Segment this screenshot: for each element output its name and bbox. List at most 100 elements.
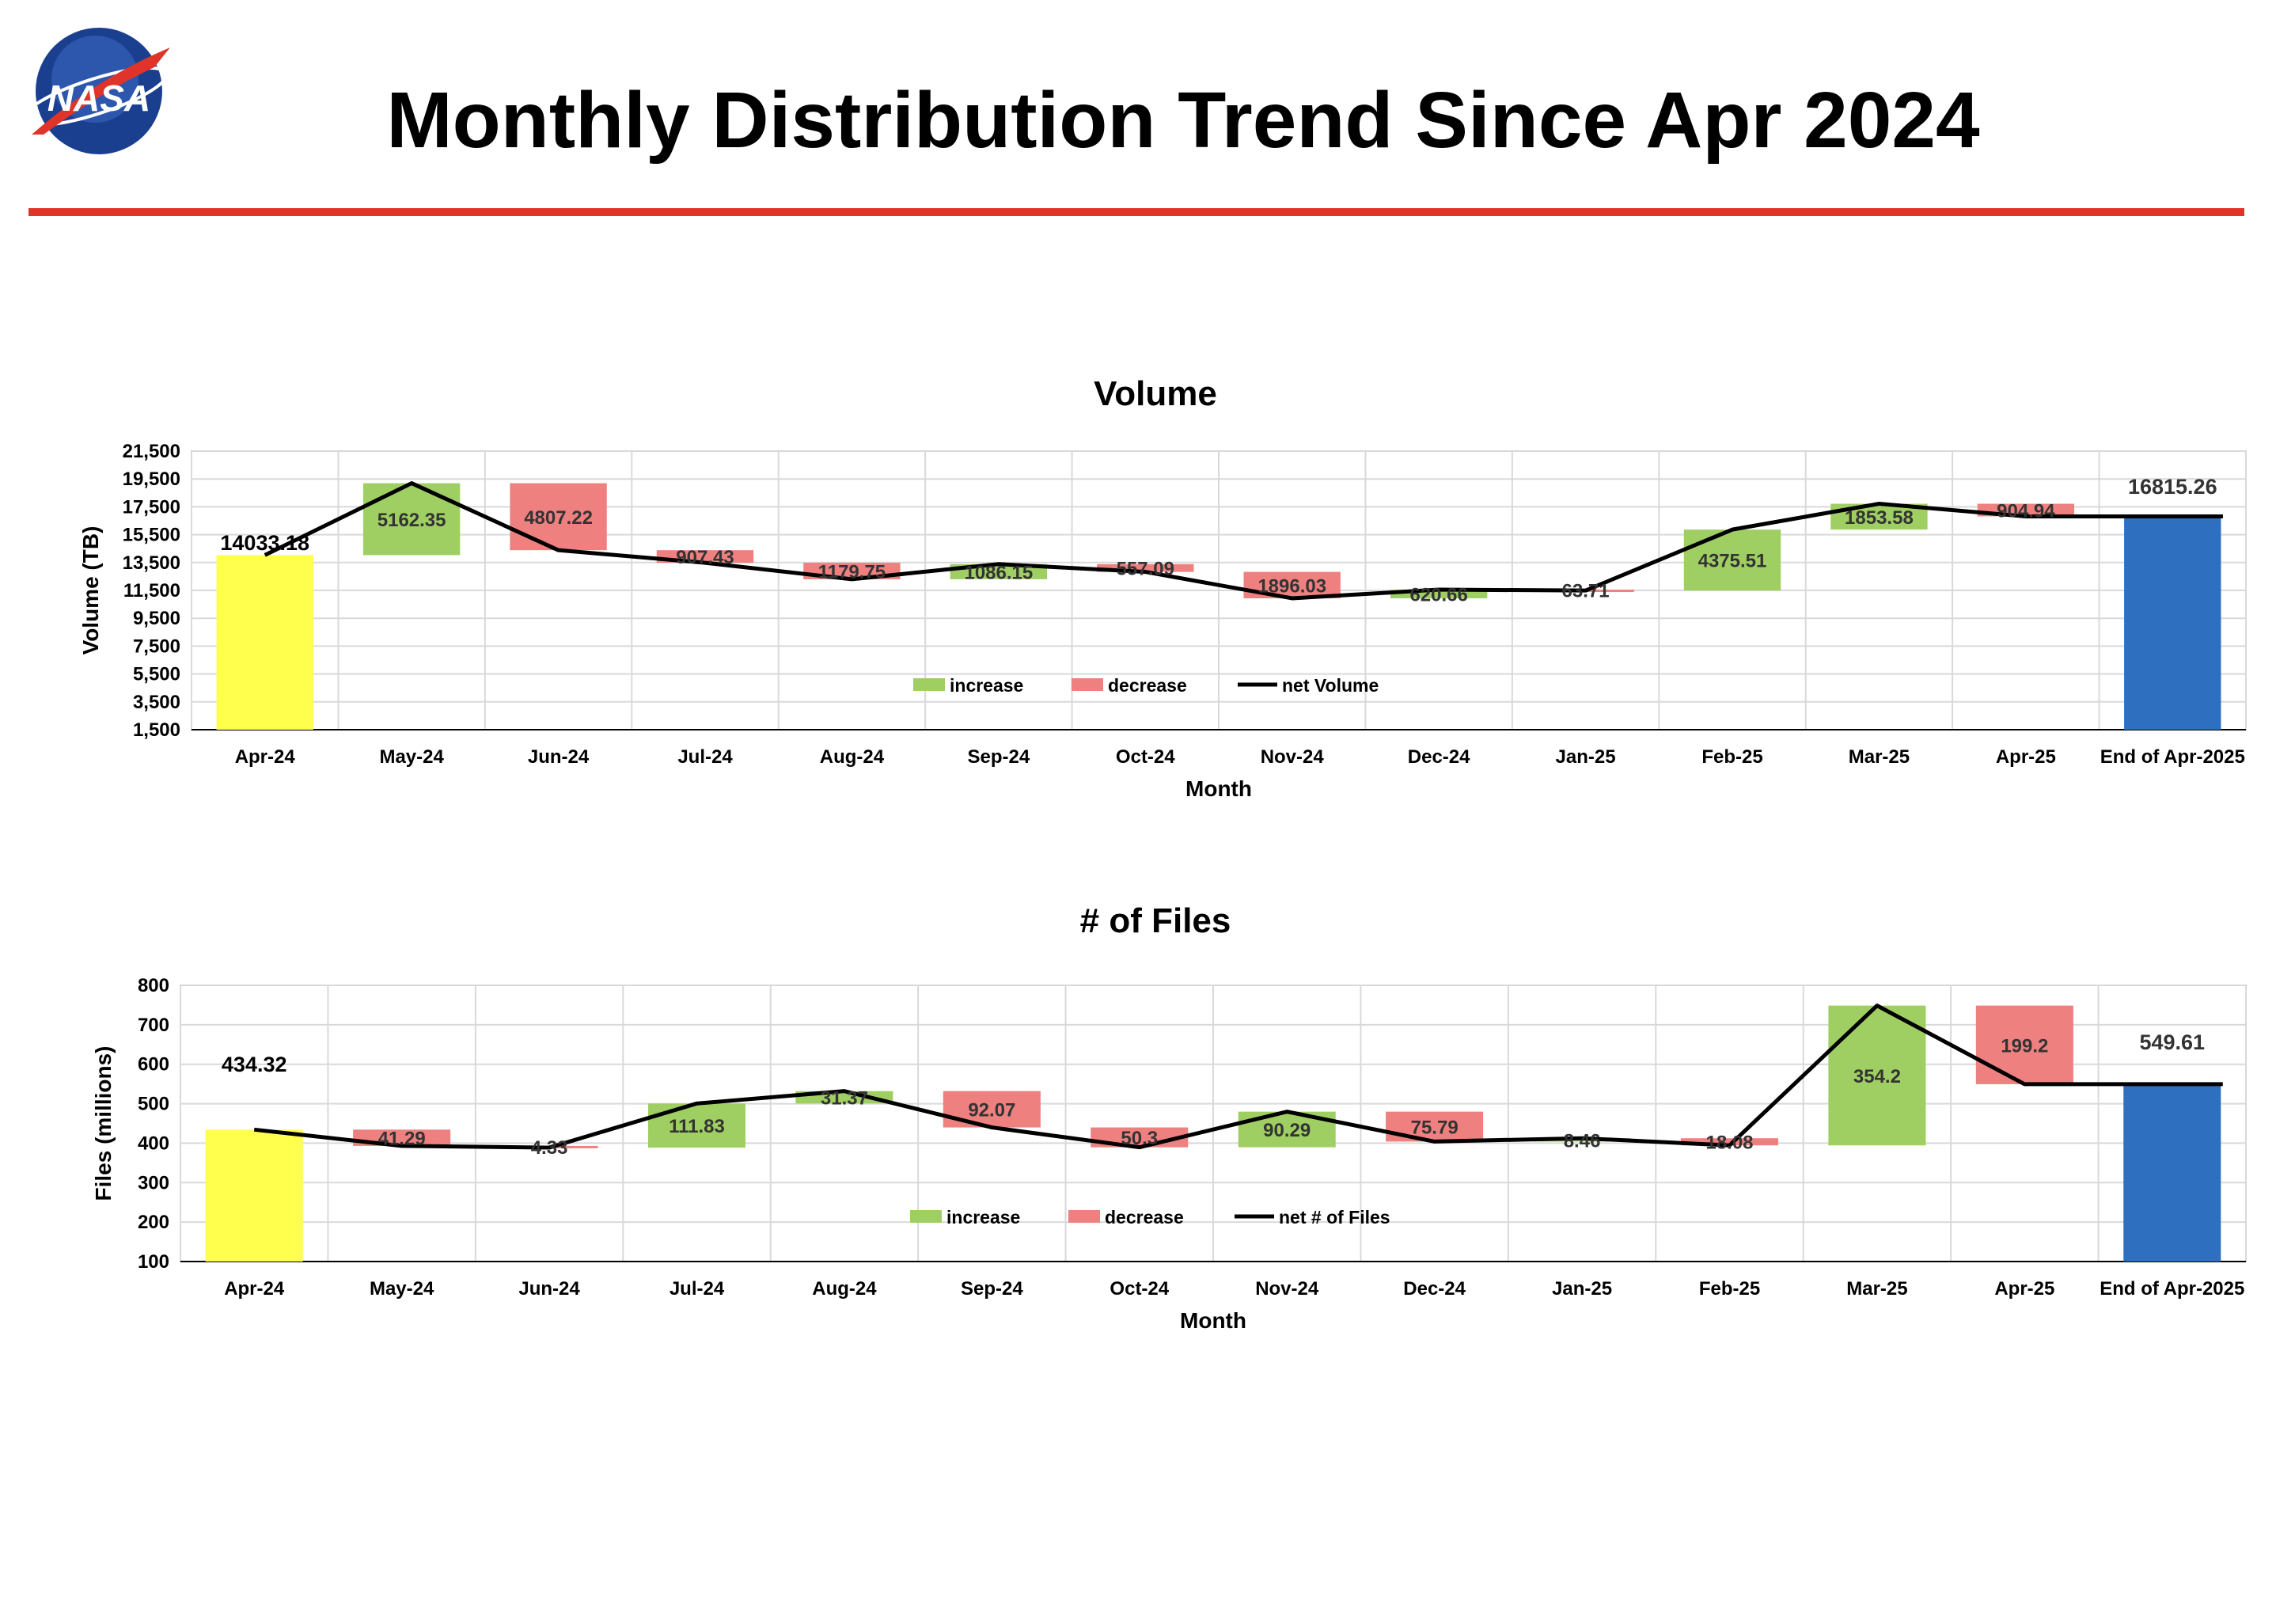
x-tick-label: Sep-24: [961, 1278, 1023, 1300]
data-label: 4375.51: [1698, 551, 1767, 572]
y-tick-label: 5,500: [133, 664, 180, 685]
x-axis-label: Month: [1180, 1308, 1246, 1333]
increase-bar: [1390, 590, 1488, 598]
data-label: 50.3: [1121, 1128, 1158, 1149]
data-label: 14033.18: [220, 531, 309, 555]
x-tick-label: Feb-25: [1701, 746, 1762, 768]
legend-increase-swatch: [913, 678, 945, 691]
data-label: 620.66: [1409, 584, 1467, 605]
y-tick-label: 13,500: [123, 552, 180, 574]
y-tick-label: 11,500: [123, 580, 180, 601]
data-label: 111.83: [669, 1116, 725, 1137]
x-tick-label: End of Apr-2025: [2100, 1278, 2244, 1300]
x-tick-label: Mar-25: [1849, 746, 1910, 768]
y-tick-label: 19,500: [123, 469, 180, 490]
net-line: [264, 481, 2223, 601]
decrease-bar: [1975, 1005, 2073, 1084]
y-tick-label: 7,500: [133, 636, 180, 657]
data-label: 4807.22: [524, 507, 593, 529]
volume-waterfall-chart: Volume 1,500 3,500 5,500 7,500 9,500 11,500 13,…: [78, 374, 2247, 801]
increase-bar: [362, 483, 461, 556]
y-axis-label: Volume (TB): [78, 526, 103, 655]
title-divider: [28, 208, 2244, 216]
decrease-bar: [1680, 1138, 1779, 1146]
y-tick-label: 1,500: [133, 719, 180, 741]
decrease-bar: [510, 483, 607, 551]
legend-label: increase: [946, 1207, 1020, 1227]
legend-decrease-swatch: [1068, 1210, 1100, 1223]
data-label: 8.46: [1564, 1130, 1601, 1152]
x-tick-label: Sep-24: [968, 746, 1030, 768]
legend-label: net Volume: [1282, 675, 1379, 696]
x-tick-label: Apr-24: [224, 1278, 285, 1300]
decrease-bar: [1097, 563, 1194, 572]
data-label: 4.33: [531, 1137, 568, 1159]
legend-label: net # of Files: [1279, 1207, 1390, 1227]
x-tick-label: Jul-24: [670, 1278, 725, 1300]
data-label: 5162.35: [377, 510, 446, 531]
legend: increase decrease net # of Files: [910, 1207, 1390, 1227]
y-tick-label: 17,500: [123, 496, 180, 518]
legend-decrease-swatch: [1072, 678, 1103, 691]
y-tick-label: 200: [138, 1212, 169, 1233]
x-tick-label: May-24: [379, 746, 444, 768]
data-label: 75.79: [1411, 1117, 1459, 1139]
data-label: 557.09: [1117, 559, 1174, 580]
page-title: Monthly Distribution Trend Since Apr 202…: [386, 76, 1980, 165]
data-label: 434.32: [222, 1053, 287, 1076]
data-label: 41.29: [378, 1129, 426, 1150]
x-tick-label: Dec-24: [1408, 746, 1470, 768]
start-bar: [216, 555, 313, 730]
x-tick-label: Feb-25: [1699, 1278, 1760, 1300]
x-tick-label: Nov-24: [1255, 1278, 1319, 1300]
x-tick-label: May-24: [370, 1278, 434, 1300]
increase-bar: [647, 1103, 746, 1148]
x-tick-label: Jan-25: [1556, 746, 1616, 768]
y-tick-label: 400: [138, 1133, 169, 1154]
y-tick-label: 9,500: [133, 608, 180, 629]
x-tick-label: Oct-24: [1110, 1278, 1169, 1300]
x-tick-label: Aug-24: [820, 746, 885, 768]
y-axis-label: Files (millions): [91, 1045, 116, 1201]
x-tick-label: Apr-25: [1994, 1278, 2054, 1300]
data-label: 1179.75: [818, 562, 886, 583]
nasa-logo: NASA: [16, 24, 174, 162]
data-label: 18.08: [1705, 1133, 1753, 1154]
data-label: 16815.26: [2128, 475, 2217, 499]
logo-wordmark: NASA: [47, 78, 150, 119]
x-tick-label: Jun-24: [528, 746, 590, 768]
y-tick-label: 100: [138, 1251, 169, 1273]
data-label: 549.61: [2139, 1030, 2205, 1054]
y-tick-label: 300: [138, 1172, 169, 1193]
x-tick-label: Jun-24: [518, 1278, 580, 1300]
y-tick-label: 600: [138, 1054, 169, 1076]
files-waterfall-chart: # of Files 100 200 300 400 500 600 700 800 434.32…: [91, 901, 2247, 1333]
y-tick-label: 21,500: [123, 441, 180, 462]
data-label: 92.07: [968, 1100, 1015, 1121]
y-tick-label: 15,500: [123, 525, 180, 546]
data-label: 90.29: [1263, 1120, 1311, 1141]
x-tick-label: End of Apr-2025: [2100, 746, 2245, 768]
x-tick-label: Oct-24: [1116, 746, 1175, 768]
y-tick-label: 500: [138, 1094, 169, 1115]
legend-increase-swatch: [910, 1210, 942, 1223]
y-tick-label: 3,500: [133, 692, 180, 713]
data-label: 1896.03: [1257, 575, 1326, 597]
y-tick-label: 700: [138, 1015, 169, 1036]
legend: increase decrease net Volume: [913, 675, 1379, 696]
data-label: 63.71: [1562, 581, 1610, 602]
data-label: 1086.15: [964, 562, 1033, 583]
x-tick-label: Nov-24: [1261, 746, 1325, 768]
x-tick-label: Dec-24: [1403, 1278, 1466, 1300]
net-line: [253, 1004, 2223, 1150]
data-label: 1853.58: [1845, 507, 1914, 529]
legend-label: decrease: [1108, 675, 1187, 696]
legend-label: decrease: [1105, 1207, 1184, 1227]
chart-title: Volume: [1094, 374, 1217, 413]
chart-title: # of Files: [1080, 901, 1231, 940]
x-axis-label: Month: [1185, 776, 1252, 801]
data-label: 904.94: [1997, 500, 2055, 522]
end-bar: [2124, 516, 2221, 730]
x-tick-label: Apr-25: [1996, 746, 2056, 768]
x-tick-label: Mar-25: [1846, 1278, 1907, 1300]
